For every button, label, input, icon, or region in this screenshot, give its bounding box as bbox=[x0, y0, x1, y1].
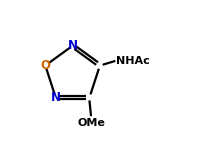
Text: NHAc: NHAc bbox=[116, 56, 149, 66]
Text: O: O bbox=[40, 59, 50, 72]
Text: N: N bbox=[67, 39, 77, 52]
Text: OMe: OMe bbox=[77, 118, 104, 128]
Text: N: N bbox=[50, 91, 60, 104]
